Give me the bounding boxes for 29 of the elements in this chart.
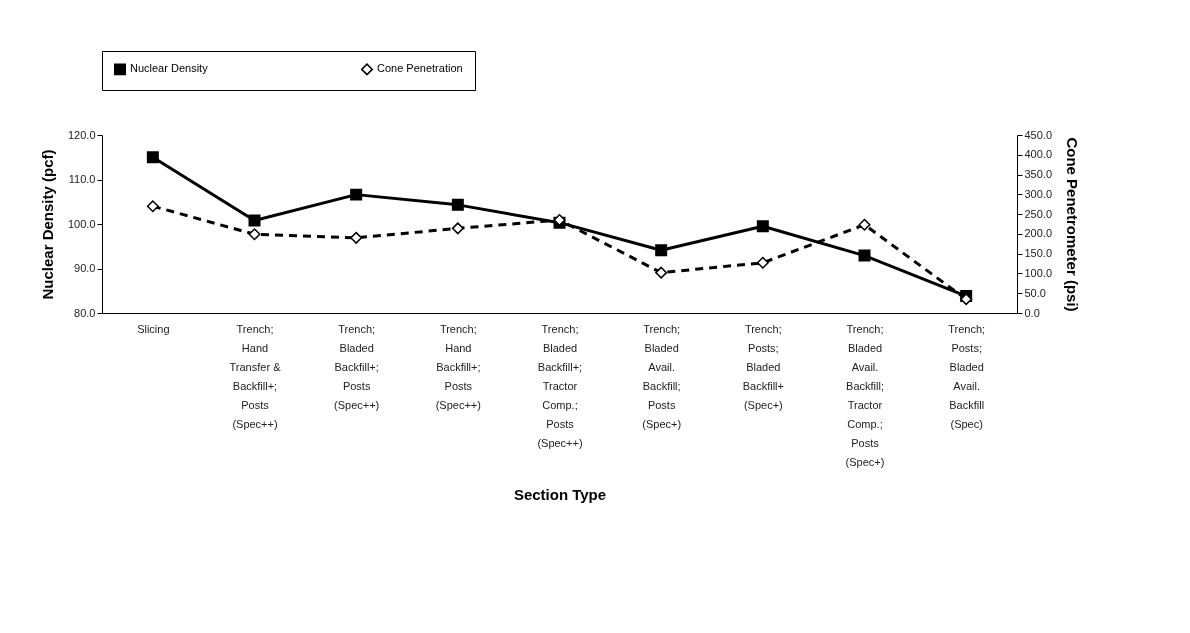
- x-tick-label: Trench; Posts; Bladed Backfill+ (Spec+): [742, 322, 784, 411]
- y2-tick-label: 50.0: [1024, 286, 1046, 299]
- y2-tick-label: 150.0: [1024, 247, 1053, 260]
- y-tick-label: 110.0: [68, 173, 96, 185]
- y2-tick-label: 300.0: [1024, 187, 1053, 200]
- x-tick-label: Trench; Bladed Avail. Backfill; Posts (Spec+): [642, 322, 682, 430]
- y2-tick-label: 200.0: [1024, 227, 1053, 240]
- y-tick-label: 80.0: [74, 306, 96, 319]
- y2-tick-label: 400.0: [1024, 148, 1053, 161]
- x-axis-title: Section Type: [513, 485, 607, 503]
- x-tick-label: Trench; Hand Backfill+; Posts (Spec++): [435, 322, 481, 411]
- x-tick-label: Slicing: [137, 322, 170, 335]
- legend-label: Cone Penetration: [377, 62, 463, 75]
- y2-axis-title: Cone Penetrometer (psi): [1064, 137, 1082, 312]
- x-tick-label: Trench; Hand Transfer & Backfill+; Posts (Spec++): [229, 322, 282, 430]
- legend-label: Nuclear Density: [130, 62, 209, 75]
- y2-tick-label: 100.0: [1024, 266, 1053, 279]
- y-tick-label: 100.0: [67, 217, 96, 230]
- y2-tick-label: 0.0: [1024, 306, 1040, 319]
- x-tick-label: Trench; Posts; Bladed Avail. Backfill (Spec): [948, 322, 986, 430]
- x-tick-label: Trench; Bladed Avail. Backfill; Tractor Comp.; Posts (Spec+): [845, 322, 885, 468]
- y-axis-title: Nuclear Density (pcf): [38, 149, 56, 300]
- y-tick-label: 120.0: [67, 128, 96, 141]
- x-tick-label: Trench; Bladed Backfill+; Posts (Spec++): [334, 322, 380, 411]
- y2-tick-label: 350.0: [1024, 168, 1053, 181]
- y2-tick-label: 450.0: [1024, 128, 1053, 141]
- y-tick-label: 90.0: [74, 262, 96, 274]
- y2-tick-label: 250.0: [1024, 207, 1053, 220]
- x-tick-label: Trench; Bladed Backfill+; Tractor Comp.; Posts (Spec++): [537, 322, 583, 449]
